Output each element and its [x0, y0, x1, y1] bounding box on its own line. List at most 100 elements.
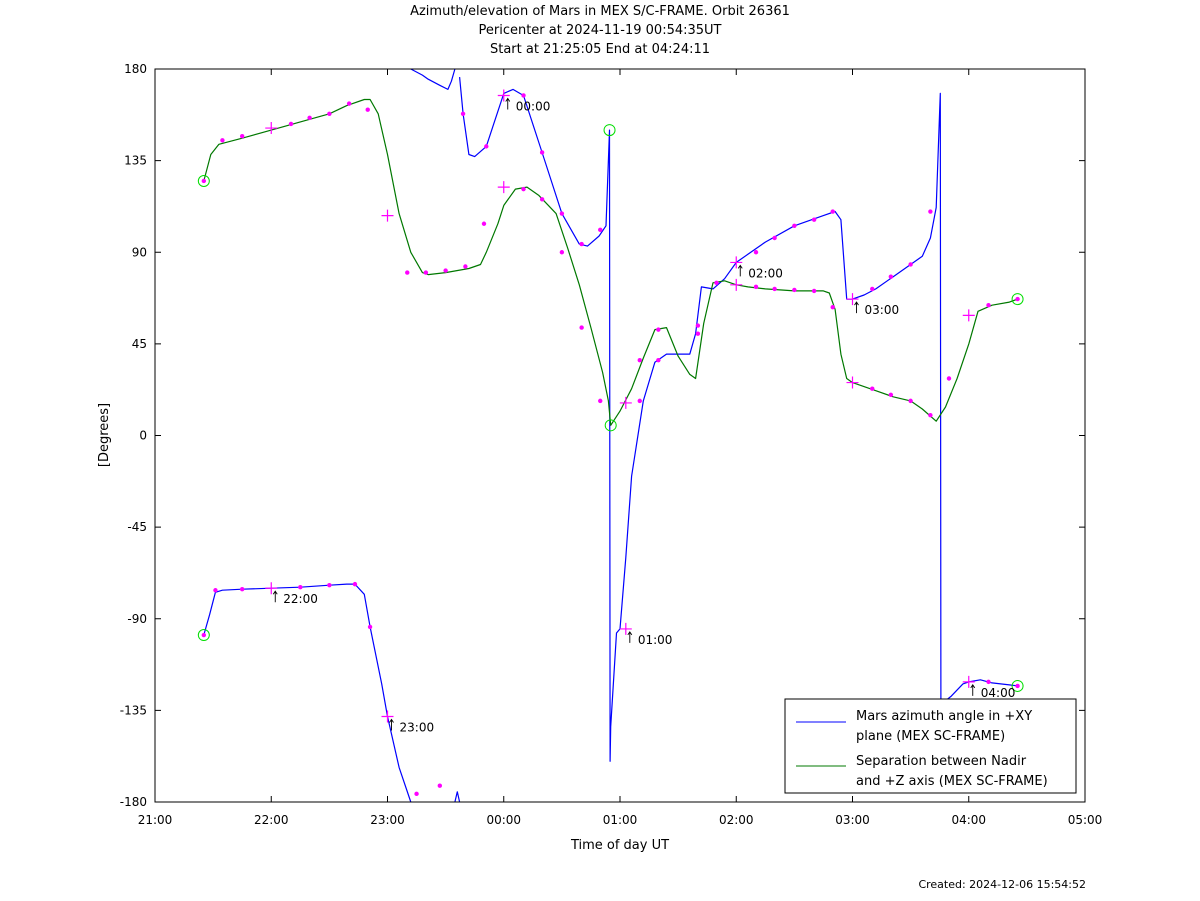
data-point	[213, 588, 218, 593]
data-point	[772, 235, 777, 241]
data-point	[521, 186, 526, 192]
data-point	[656, 357, 661, 363]
data-point	[598, 398, 603, 404]
data-point	[986, 302, 991, 308]
created-timestamp: Created: 2024-12-06 15:54:52	[918, 878, 1086, 891]
data-point	[656, 327, 661, 332]
hour-cross-marker	[381, 209, 394, 222]
data-point	[484, 144, 489, 149]
azimuth-series-line	[940, 679, 1018, 705]
plot-frame	[154, 68, 1086, 803]
data-point	[307, 115, 312, 121]
hour-cross-marker	[730, 256, 743, 269]
data-point	[239, 587, 245, 592]
endpoint-circle	[197, 174, 210, 187]
x-tick-label: 00:00	[486, 813, 521, 827]
hour-cross-marker	[846, 293, 859, 306]
data-point	[405, 270, 410, 275]
x-tick-label: 02:00	[719, 813, 754, 827]
data-point	[423, 270, 429, 275]
data-point	[463, 264, 468, 269]
endpoint-circle	[197, 629, 210, 642]
endpoint-circle	[1011, 293, 1024, 306]
legend-label-azimuth-line-1: Mars azimuth angle in +XY	[856, 709, 1032, 724]
data-point	[830, 209, 835, 214]
y-tick-label: -90	[127, 612, 147, 626]
hour-cross-marker	[846, 376, 859, 389]
x-tick-label: 05:00	[1068, 813, 1103, 827]
azimuth-series-line	[459, 77, 942, 762]
data-point	[714, 280, 719, 285]
data-point	[792, 223, 797, 228]
chart-title-line-1: Azimuth/elevation of Mars in MEX S/C-FRA…	[410, 4, 790, 19]
data-point	[327, 582, 332, 588]
x-axis-label: Time of day UT	[570, 838, 669, 853]
y-tick-label: 45	[132, 337, 147, 351]
endpoint-circle	[603, 124, 616, 137]
hour-cross-marker	[619, 396, 632, 409]
data-point	[830, 305, 835, 310]
data-point	[928, 209, 933, 214]
data-point	[579, 241, 584, 247]
legend-label-separation-line-2: and +Z axis (MEX SC-FRAME)	[856, 774, 1048, 789]
data-point	[811, 217, 817, 222]
data-point	[753, 250, 759, 255]
time-label: 02:00	[748, 266, 783, 280]
data-point	[1015, 296, 1020, 302]
x-tick-label: 03:00	[835, 813, 870, 827]
data-point	[559, 211, 565, 216]
time-label-arrow	[854, 301, 859, 314]
data-point	[986, 679, 991, 685]
data-point	[288, 121, 294, 127]
time-label-arrow	[389, 718, 394, 731]
data-point	[443, 268, 448, 273]
legend-box	[784, 698, 1077, 794]
data-point	[239, 133, 245, 139]
data-point	[753, 284, 759, 290]
data-point	[637, 398, 642, 404]
y-tick-label: -45	[127, 520, 147, 534]
data-point	[598, 227, 603, 233]
hour-cross-marker	[497, 89, 510, 102]
azimuth-series-line	[454, 791, 461, 803]
x-tick-label: 23:00	[370, 813, 405, 827]
time-label: 00:00	[516, 99, 551, 113]
chart-title-line-2: Pericenter at 2024-11-19 00:54:35UT	[478, 23, 722, 38]
time-label-arrow	[627, 631, 633, 643]
hour-cross-marker	[265, 582, 278, 595]
legend: Mars azimuth angle in +XY plane (MEX SC-…	[784, 698, 1077, 794]
x-tick-label: 22:00	[254, 813, 289, 827]
data-point	[346, 101, 352, 106]
separation-series-line	[203, 98, 1018, 426]
data-point	[695, 323, 701, 328]
data-point	[539, 197, 545, 202]
data-point	[352, 581, 358, 587]
azimuth-series-line	[410, 68, 456, 91]
data-point	[811, 288, 817, 294]
data-point	[888, 392, 894, 397]
y-tick-label: 135	[124, 154, 147, 168]
time-label: 04:00	[981, 686, 1016, 700]
y-tick-label: -135	[120, 703, 147, 717]
y-tick-label: 90	[132, 245, 147, 259]
time-label-arrow	[970, 684, 976, 696]
data-point	[367, 624, 373, 630]
data-point	[437, 783, 443, 788]
data-point	[298, 584, 303, 590]
data-point	[888, 274, 894, 279]
data-point	[946, 376, 952, 381]
data-point	[908, 398, 913, 404]
endpoint-circle	[604, 419, 617, 432]
hour-cross-marker	[381, 710, 394, 723]
data-point	[928, 412, 933, 418]
data-point	[559, 250, 565, 255]
curves-layer	[203, 68, 1018, 803]
markers-layer: 22:00 23:00 00:00 01:00 02:00 03:00 04:00	[197, 89, 1024, 797]
y-tick-label: 180	[124, 62, 147, 76]
hour-cross-marker	[497, 181, 510, 194]
data-point	[414, 791, 419, 797]
time-label-arrow	[505, 97, 511, 110]
endpoint-circle	[1011, 679, 1024, 692]
hour-cross-marker	[730, 278, 743, 291]
data-point	[772, 286, 777, 292]
